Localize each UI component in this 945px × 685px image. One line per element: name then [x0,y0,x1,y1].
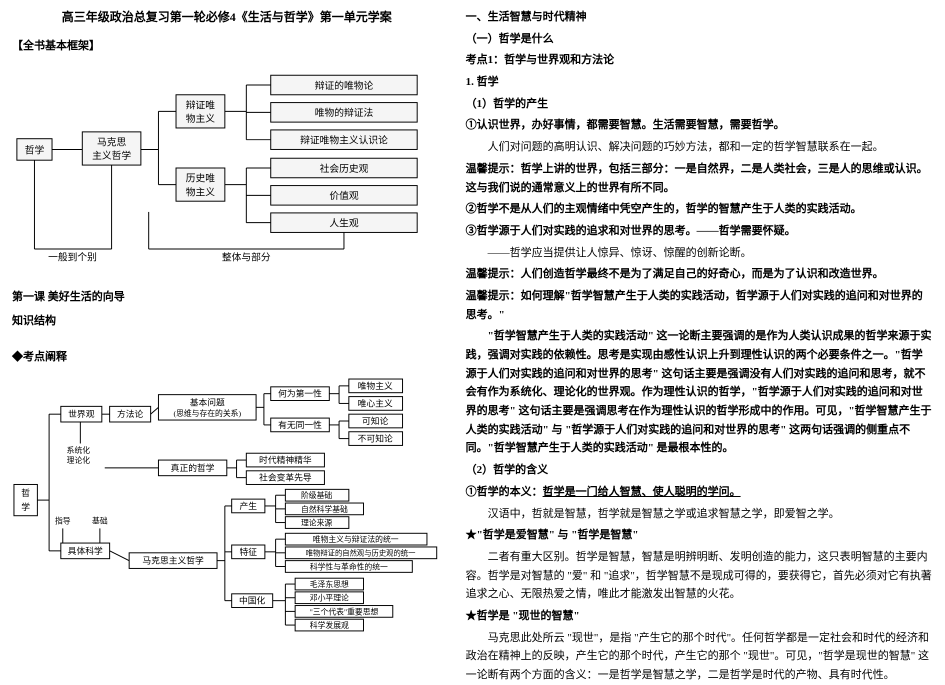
p9title: ★哲学是 "现世的智慧" [466,607,933,626]
diagram-framework: 哲学 马克思 主义哲学 辩证唯 物主义 历史唯 物主义 辩证的唯物论 唯物的辩证… [12,63,442,273]
svg-text:辩证的唯物论: 辩证的唯物论 [315,79,374,92]
svg-text:历史唯: 历史唯 [186,173,215,185]
svg-text:理论化: 理论化 [67,455,91,465]
svg-text:唯物主义: 唯物主义 [358,380,393,391]
svg-text:一般到个别: 一般到个别 [48,251,97,264]
svg-text:具体科学: 具体科学 [68,545,103,556]
svg-text:哲: 哲 [21,488,30,498]
svg-text:特征: 特征 [240,546,258,557]
svg-text:整体与部分: 整体与部分 [222,251,271,264]
svg-text:可知论: 可知论 [362,415,389,426]
svg-text:唯心主义: 唯心主义 [358,397,393,408]
page-title: 高三年级政治总复习第一轮必修4《生活与哲学》第一单元学案 [12,8,442,25]
svg-text:时代精神精华: 时代精神精华 [259,454,312,465]
svg-text:中国化: 中国化 [239,595,266,606]
svg-text:"三个代表"重要思想: "三个代表"重要思想 [310,606,379,616]
h-section: 一、生活智慧与时代精神 [466,8,933,27]
svg-text:指导: 指导 [55,516,71,526]
h-subitem1: （1）哲学的产生 [466,95,933,114]
svg-text:社会变革先导: 社会变革先导 [259,472,312,483]
svg-text:唯物的辩证法: 唯物的辩证法 [315,106,374,119]
svg-text:毛泽东思想: 毛泽东思想 [310,579,349,589]
svg-text:马克思主义哲学: 马克思主义哲学 [142,555,204,566]
p2: 人们对问题的高明认识、解决问题的巧妙方法，都和一定的哲学智慧联系在一起。 [466,138,933,157]
svg-text:马克思: 马克思 [97,137,126,149]
svg-text:真正的哲学: 真正的哲学 [171,462,215,473]
lesson1-title: 第一课 美好生活的向导 [12,288,442,304]
p4a: ——哲学应当提供让人惊异、惊讶、惊醒的创新论断。 [466,244,933,263]
svg-text:有无同一性: 有无同一性 [278,419,322,430]
svg-text:学: 学 [21,501,30,512]
h6: （2）哲学的含义 [466,461,933,480]
p4: ③哲学源于人们对实践的追求和对世界的思考。——哲学需要怀疑。 [466,222,933,241]
svg-text:社会历史观: 社会历史观 [320,162,369,175]
svg-text:辩证唯: 辩证唯 [186,98,215,111]
d1-philosophy: 哲学 [25,143,45,156]
svg-text:产生: 产生 [240,500,258,511]
diagram-structure: 哲 学 世界观 方法论 具体科学 系统化 理论化 指导 基础 [12,374,442,634]
p9: 马克思此处所云 "现世"，是指 "产生它的那个时代"。任何哲学都是一定社会和时代… [466,629,933,685]
svg-text:科学发展观: 科学发展观 [310,620,349,630]
svg-text:邓小平理论: 邓小平理论 [310,593,349,603]
points-label: ◆考点阐释 [12,348,442,364]
svg-text:(思维与存在的关系): (思维与存在的关系) [173,408,241,418]
svg-text:基本问题: 基本问题 [190,396,225,407]
svg-text:物主义: 物主义 [186,185,215,198]
svg-text:唯物主义与辩证法的统一: 唯物主义与辩证法的统一 [313,534,399,544]
svg-text:阶级基础: 阶级基础 [301,490,332,500]
h-point1: 考点1：哲学与世界观和方法论 [466,51,933,70]
svg-text:理论来源: 理论来源 [301,517,332,527]
svg-text:自然科学基础: 自然科学基础 [301,504,348,514]
p5tip: 温馨提示：如何理解"哲学智慧产生于人类的实践活动，哲学源于人们对实践的追问和对世… [466,287,933,324]
svg-text:方法论: 方法论 [117,408,144,419]
p7: ①哲学的本义：哲学是一门给人智慧、使人聪明的学问。 [466,483,933,502]
framework-label: 【全书基本框架】 [12,37,442,53]
p2tip: 温馨提示：哲学上讲的世界，包括三部分：一是自然界，二是人类社会，三是人的思维或认… [466,160,933,197]
svg-text:科学性与革命性的统一: 科学性与革命性的统一 [310,561,388,571]
h-sub1: （一）哲学是什么 [466,30,933,49]
p1: ①认识世界，办好事情，都需要智慧。生活需要智慧，需要哲学。 [466,116,933,135]
svg-text:何为第一性: 何为第一性 [278,388,322,399]
p7a: 汉语中，哲就是智慧，哲学就是智慧之学或追求智慧之学，即爱智之学。 [466,505,933,524]
p6: "哲学智慧产生于人类的实践活动" 这一论断主要强调的是作为人类认识成果的哲学来源… [466,327,933,458]
p8: 二者有重大区别。哲学是智慧，智慧是明辨明断、发明创造的能力，这只表明智慧的主要内… [466,548,933,604]
svg-text:物主义: 物主义 [186,112,215,125]
svg-text:人生观: 人生观 [329,217,358,230]
svg-text:基础: 基础 [92,516,108,526]
structure-label: 知识结构 [12,312,442,328]
svg-text:主义哲学: 主义哲学 [92,149,131,162]
svg-text:辩证唯物主义认识论: 辩证唯物主义认识论 [300,134,388,147]
svg-text:唯物辩证的自然观与历史观的统一: 唯物辩证的自然观与历史观的统一 [306,549,416,558]
h-item1: 1. 哲学 [466,73,933,92]
p4tip: 温馨提示：人们创造哲学最终不是为了满足自己的好奇心，而是为了认识和改造世界。 [466,265,933,284]
svg-text:价值观: 价值观 [329,189,358,202]
p3: ②哲学不是从人们的主观情绪中凭空产生的，哲学的智慧产生于人类的实践活动。 [466,200,933,219]
right-content: 一、生活智慧与时代精神 （一）哲学是什么 考点1：哲学与世界观和方法论 1. 哲… [454,0,945,668]
svg-text:系统化: 系统化 [67,445,91,455]
p8title: ★"哲学是爱智慧" 与 "哲学是智慧" [466,526,933,545]
svg-text:不可知论: 不可知论 [358,433,393,444]
svg-text:世界观: 世界观 [68,408,95,419]
